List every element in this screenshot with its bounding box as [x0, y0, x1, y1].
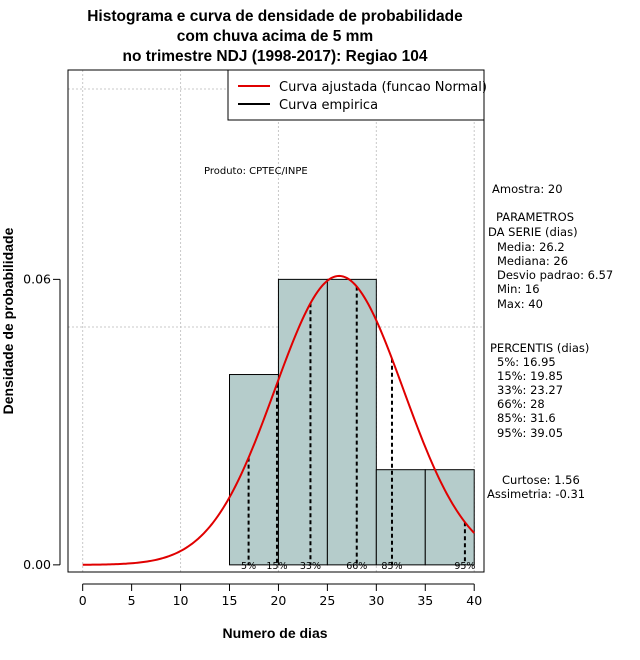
- percentil-15: 15%: 19.85: [497, 369, 563, 383]
- histogram-bar: [424, 469, 475, 566]
- sample-size: Amostra: 20: [492, 182, 563, 196]
- kurtosis: Curtose: 1.56: [502, 473, 580, 487]
- percentil-33: 33%: 23.27: [497, 383, 563, 397]
- params-title-1: PARAMETROS: [496, 210, 574, 224]
- percentile-label: 66%: [346, 561, 367, 572]
- x-tick-label: 40: [466, 593, 482, 608]
- chart-title: Histograma e curva de densidade de proba…: [87, 8, 463, 65]
- histogram-bar: [277, 278, 328, 566]
- normal-curve-line: [82, 274, 475, 566]
- histogram-bar: [326, 278, 377, 566]
- percentil-5: 5%: 16.95: [497, 355, 556, 369]
- histogram-bars: [229, 278, 475, 566]
- x-tick-label: 15: [222, 593, 238, 608]
- percentile-lines: 5% 15% 33% 66% 85% 95%: [241, 286, 475, 572]
- title-line-3: no trimestre NDJ (1998-2017): Regiao 104: [123, 48, 428, 65]
- legend-label-empirical: Curva empirica: [279, 98, 378, 113]
- legend: Curva ajustada (funcao Normal) Curva emp…: [227, 69, 487, 121]
- param-mediana: Mediana: 26: [497, 254, 568, 268]
- y-tick-label: 0.06: [23, 271, 51, 286]
- y-axis: 0.00 0.06: [23, 271, 61, 572]
- x-tick-label: 30: [368, 593, 384, 608]
- y-axis-title: Densidade de probabilidade: [0, 227, 16, 414]
- x-tick-label: 20: [270, 593, 286, 608]
- skewness: Assimetria: -0.31: [487, 487, 585, 501]
- title-line-2: com chuva acima de 5 mm: [177, 28, 373, 45]
- percentile-label: 15%: [266, 561, 287, 572]
- histogram-bar: [375, 469, 426, 566]
- percentis-title: PERCENTIS (dias): [490, 341, 589, 355]
- x-tick-label: 10: [173, 593, 189, 608]
- title-line-1: Histograma e curva de densidade de proba…: [87, 8, 463, 25]
- statistics-panel: Amostra: 20 PARAMETROS DA SERIE (dias) M…: [487, 182, 613, 501]
- param-min: Min: 16: [497, 282, 540, 296]
- x-tick-label: 25: [319, 593, 335, 608]
- histogram-bar: [229, 374, 279, 566]
- param-desvio: Desvio padrao: 6.57: [497, 268, 613, 282]
- legend-label-fitted: Curva ajustada (funcao Normal): [279, 80, 487, 95]
- percentil-85: 85%: 31.6: [497, 411, 556, 425]
- params-title-2: DA SERIE (dias): [488, 225, 578, 239]
- param-media: Media: 26.2: [497, 240, 565, 254]
- x-tick-label: 0: [79, 593, 87, 608]
- param-max: Max: 40: [497, 297, 543, 311]
- percentile-label: 33%: [300, 561, 321, 572]
- percentil-95: 95%: 39.05: [497, 426, 563, 440]
- percentil-66: 66%: 28: [497, 397, 545, 411]
- x-axis: 0 5 10 15 20 25 30 35 40: [79, 583, 482, 608]
- x-tick-label: 5: [128, 593, 136, 608]
- percentile-label: 85%: [381, 561, 402, 572]
- x-axis-title: Numero de dias: [222, 625, 327, 641]
- product-annotation: Produto: CPTEC/INPE: [204, 166, 308, 177]
- legend-box: [227, 69, 485, 121]
- percentile-label: 5%: [241, 561, 256, 572]
- x-tick-label: 35: [417, 593, 433, 608]
- percentile-label: 95%: [454, 561, 475, 572]
- y-tick-label: 0.00: [23, 557, 51, 572]
